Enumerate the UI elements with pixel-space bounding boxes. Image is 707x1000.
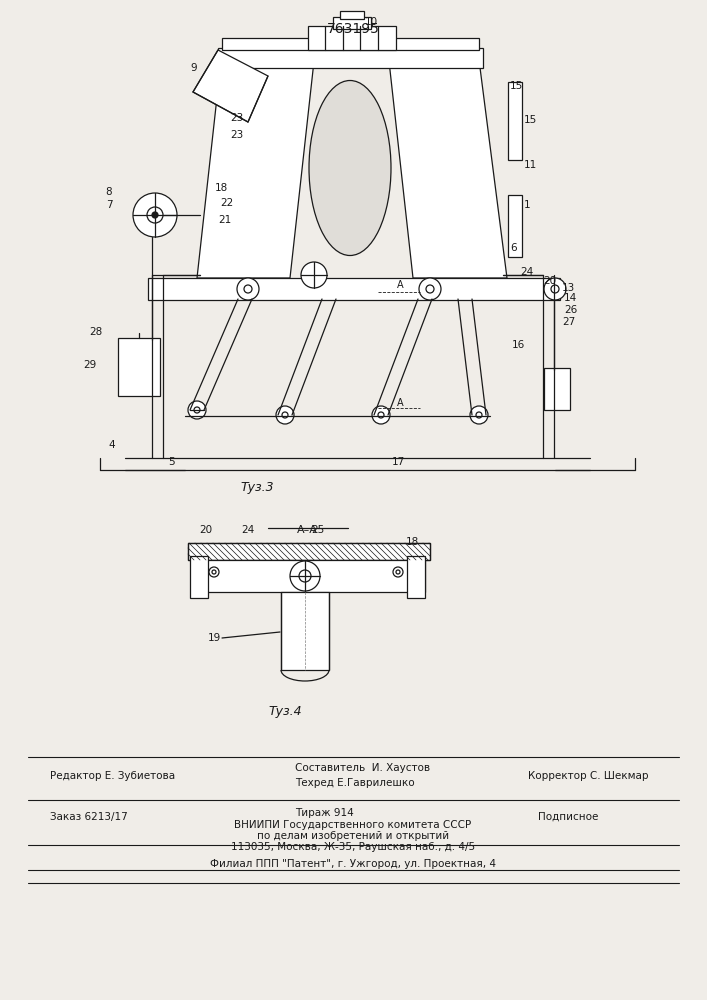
Polygon shape — [193, 50, 268, 122]
Text: 24: 24 — [241, 525, 255, 535]
Text: 23: 23 — [230, 113, 243, 123]
Text: 113035, Москва, Ж-35, Раушская наб., д. 4/5: 113035, Москва, Ж-35, Раушская наб., д. … — [231, 842, 475, 852]
Circle shape — [299, 570, 311, 582]
Bar — [508, 82, 522, 160]
Text: 9: 9 — [190, 63, 197, 73]
Circle shape — [551, 285, 559, 293]
Text: 24: 24 — [520, 267, 533, 277]
Circle shape — [378, 412, 384, 418]
Bar — [148, 278, 560, 300]
Circle shape — [133, 193, 177, 237]
Polygon shape — [197, 52, 315, 278]
Text: Подписное: Подписное — [538, 812, 598, 822]
Text: 18: 18 — [215, 183, 228, 193]
Text: Τуз.3: Τуз.3 — [240, 482, 274, 494]
Text: 7: 7 — [106, 200, 113, 210]
Text: 14: 14 — [564, 293, 577, 303]
Bar — [190, 556, 208, 598]
Circle shape — [188, 401, 206, 419]
Text: 20: 20 — [199, 525, 213, 535]
Text: Заказ 6213/17: Заказ 6213/17 — [50, 812, 128, 822]
Bar — [508, 195, 522, 257]
Text: по делам изобретений и открытий: по делам изобретений и открытий — [257, 831, 449, 841]
Circle shape — [476, 412, 482, 418]
Text: Техред Е.Гаврилешко: Техред Е.Гаврилешко — [295, 778, 414, 788]
Text: Филиал ППП "Патент", г. Ужгород, ул. Проектная, 4: Филиал ППП "Патент", г. Ужгород, ул. Про… — [210, 859, 496, 869]
Bar — [218, 48, 483, 68]
Text: 23: 23 — [230, 130, 243, 140]
Polygon shape — [388, 52, 507, 278]
Circle shape — [212, 570, 216, 574]
Text: A–A: A–A — [296, 525, 317, 535]
Bar — [544, 368, 570, 410]
Circle shape — [301, 262, 327, 288]
Text: Тираж 914: Тираж 914 — [295, 808, 354, 818]
Ellipse shape — [309, 81, 391, 255]
Circle shape — [276, 406, 294, 424]
Bar — [308, 26, 396, 50]
Text: 763195: 763195 — [327, 22, 380, 36]
Text: 15: 15 — [524, 115, 537, 125]
Text: 27: 27 — [562, 317, 575, 327]
Text: 16: 16 — [512, 340, 525, 350]
Text: 20: 20 — [543, 276, 556, 286]
Circle shape — [282, 412, 288, 418]
Text: 26: 26 — [564, 305, 577, 315]
Text: ВНИИПИ Государственного комитета СССР: ВНИИПИ Государственного комитета СССР — [235, 820, 472, 830]
Circle shape — [372, 406, 390, 424]
Bar — [333, 17, 371, 29]
Text: 15: 15 — [510, 81, 523, 91]
Text: A: A — [397, 398, 404, 408]
Bar — [205, 560, 425, 592]
Text: Корректор С. Шекмар: Корректор С. Шекмар — [528, 771, 648, 781]
Text: 8: 8 — [105, 187, 112, 197]
Circle shape — [244, 285, 252, 293]
Text: 25: 25 — [311, 525, 325, 535]
Text: 11: 11 — [524, 160, 537, 170]
Circle shape — [152, 212, 158, 218]
Circle shape — [419, 278, 441, 300]
Circle shape — [470, 406, 488, 424]
Circle shape — [237, 278, 259, 300]
Text: Составитель  И. Хаустов: Составитель И. Хаустов — [295, 763, 430, 773]
Bar — [188, 543, 430, 560]
Circle shape — [393, 567, 403, 577]
Text: 5: 5 — [168, 457, 175, 467]
Circle shape — [290, 561, 320, 591]
Text: 18: 18 — [405, 537, 419, 547]
Bar — [340, 11, 364, 19]
Circle shape — [396, 570, 400, 574]
Text: Редактор Е. Зубиетова: Редактор Е. Зубиетова — [50, 771, 175, 781]
Circle shape — [147, 207, 163, 223]
Circle shape — [544, 278, 566, 300]
Circle shape — [209, 567, 219, 577]
Text: 13: 13 — [562, 283, 575, 293]
Text: 10: 10 — [365, 17, 378, 27]
Bar — [281, 592, 329, 670]
Text: 4: 4 — [108, 440, 115, 450]
Text: 1: 1 — [524, 200, 531, 210]
Circle shape — [426, 285, 434, 293]
Text: 29: 29 — [83, 360, 97, 370]
Bar — [407, 556, 425, 598]
Circle shape — [194, 407, 200, 413]
Text: 28: 28 — [89, 327, 102, 337]
Text: 19: 19 — [208, 633, 221, 643]
Text: Τуз.4: Τуз.4 — [268, 706, 302, 718]
Bar — [222, 38, 479, 50]
Text: 22: 22 — [220, 198, 233, 208]
Text: 6: 6 — [510, 243, 517, 253]
Text: 17: 17 — [392, 457, 405, 467]
Bar — [188, 543, 430, 560]
Bar — [118, 338, 160, 396]
Text: 21: 21 — [218, 215, 231, 225]
Text: A: A — [397, 280, 404, 290]
